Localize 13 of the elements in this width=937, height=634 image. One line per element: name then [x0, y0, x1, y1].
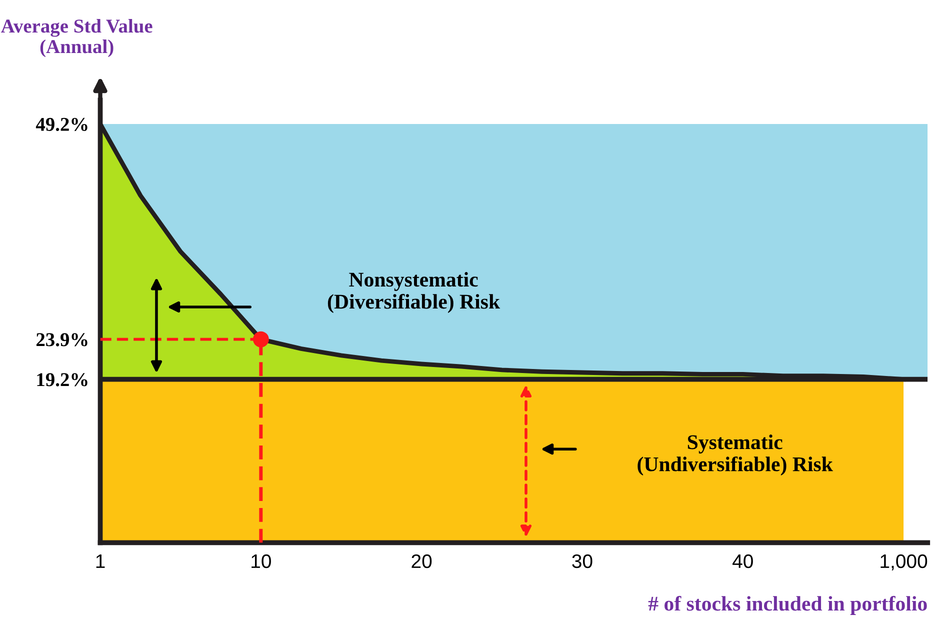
x-tick-label: 1,000: [880, 554, 928, 570]
x-tick-label: 40: [732, 554, 753, 568]
y-tick-label: 23.9%: [36, 333, 88, 346]
y-axis-title: Average Std Value (Annual): [1, 19, 152, 58]
x-tick-label: 30: [572, 554, 592, 568]
y-tick-label: 49.2%: [36, 118, 88, 132]
series-label: Nonsystematic (Diversifiable) Risk: [328, 272, 500, 313]
series-label: Systematic (Undiversifiable) Risk: [638, 434, 833, 476]
x-tick-label: 10: [252, 554, 271, 568]
x-tick-label: 20: [412, 554, 432, 568]
x-tick-label: 1: [96, 554, 105, 568]
y-tick-label: 19.2%: [37, 373, 88, 386]
x-axis-title: # of stocks included in portfolio: [648, 596, 927, 615]
